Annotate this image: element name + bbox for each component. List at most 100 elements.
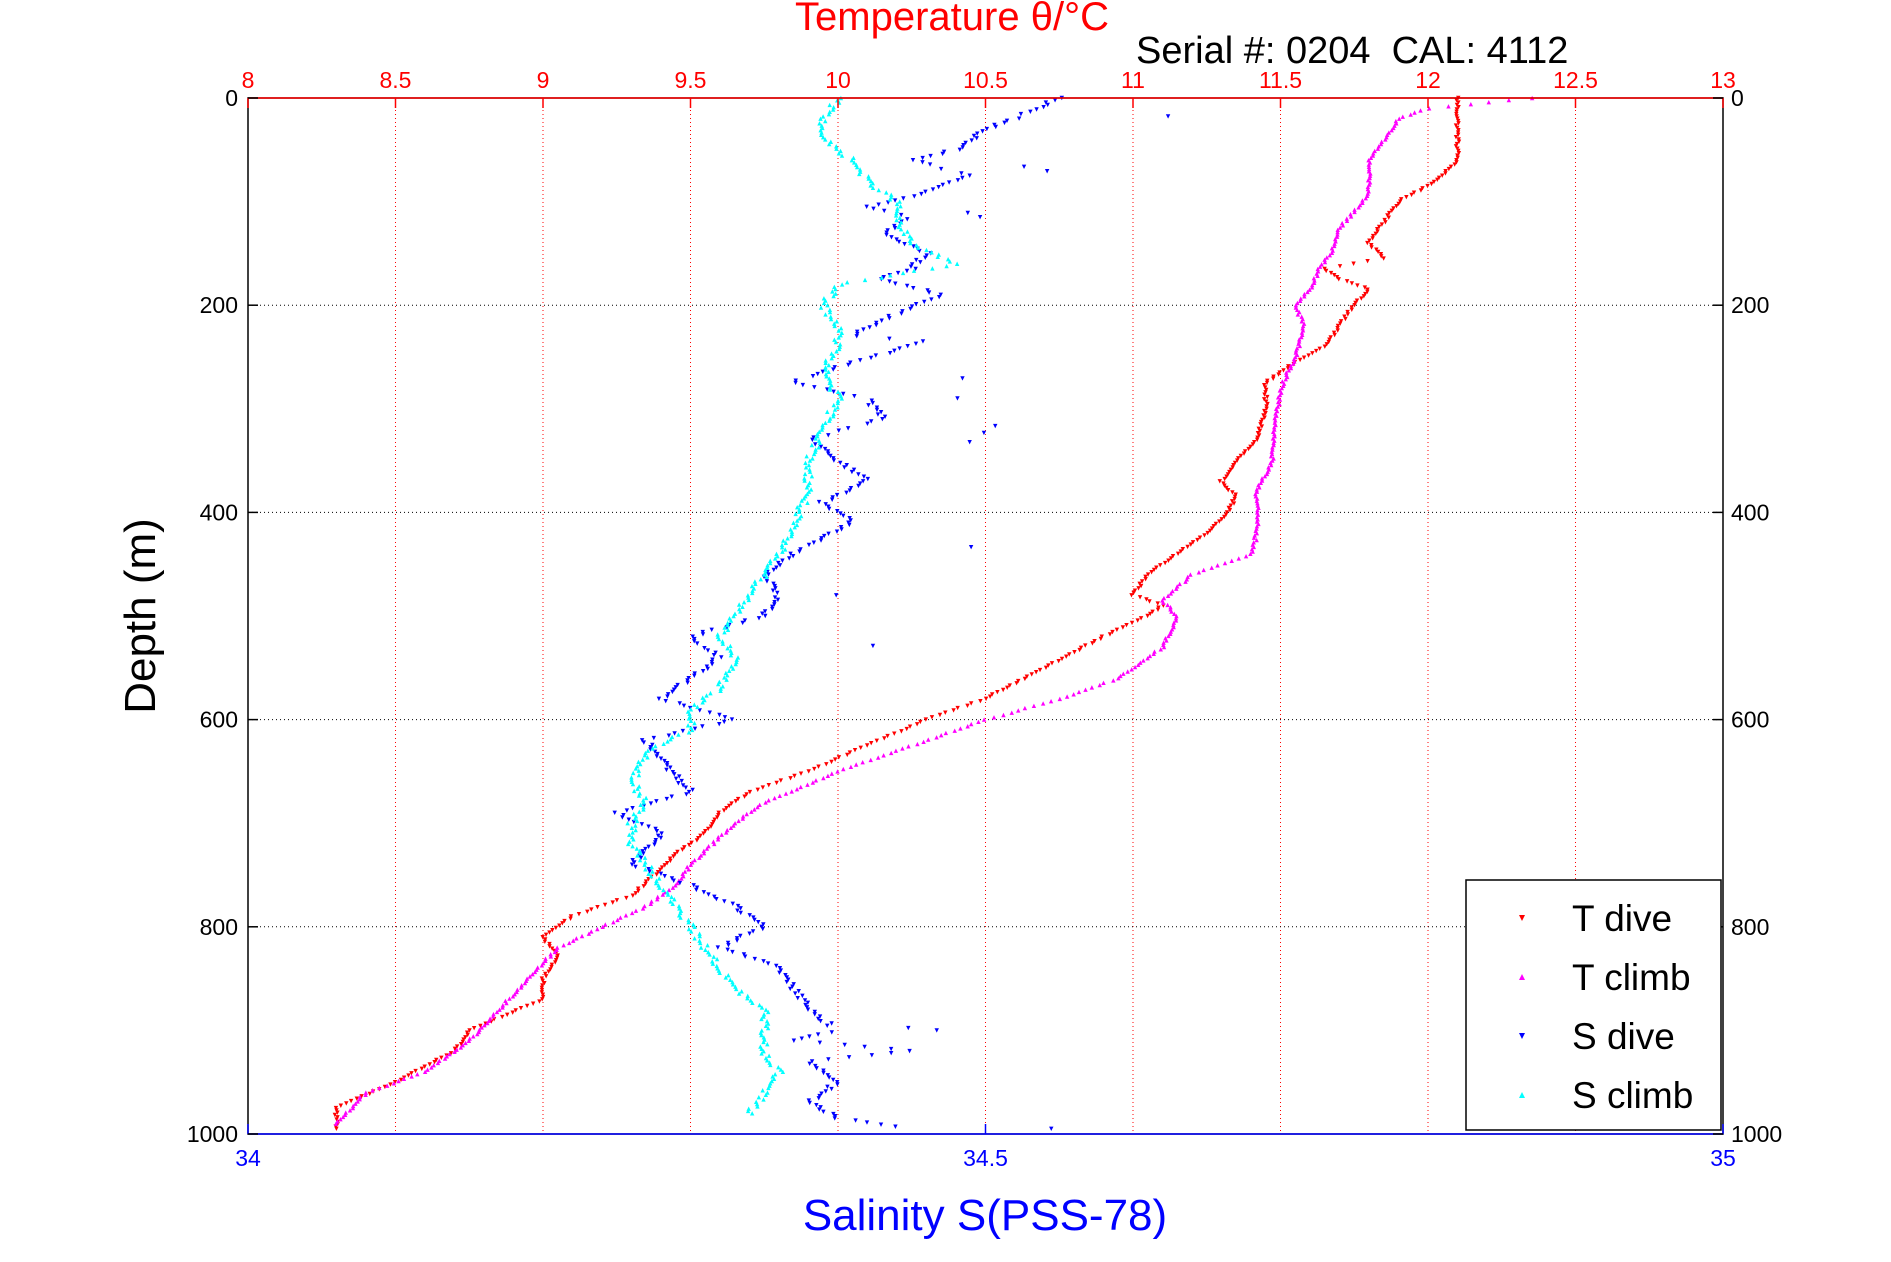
data-point bbox=[561, 943, 566, 948]
data-point bbox=[1236, 556, 1241, 561]
data-point bbox=[955, 396, 960, 401]
data-point bbox=[884, 232, 889, 238]
data-point bbox=[663, 698, 668, 704]
data-point bbox=[759, 1005, 765, 1010]
data-point bbox=[1394, 204, 1399, 209]
data-point bbox=[1211, 524, 1216, 529]
data-point bbox=[777, 793, 782, 799]
data-point bbox=[927, 162, 933, 167]
data-point bbox=[782, 547, 788, 552]
data-point bbox=[1196, 570, 1202, 575]
data-point bbox=[631, 819, 637, 825]
data-point bbox=[887, 336, 892, 342]
data-point bbox=[831, 402, 836, 408]
data-point bbox=[1454, 157, 1459, 163]
data-point bbox=[636, 793, 642, 798]
data-point bbox=[1454, 114, 1459, 119]
data-point bbox=[1298, 298, 1303, 303]
data-point bbox=[1400, 114, 1405, 119]
data-point bbox=[835, 769, 840, 774]
data-point bbox=[771, 1076, 777, 1081]
data-point bbox=[761, 1014, 766, 1019]
data-point bbox=[814, 1102, 819, 1108]
data-point bbox=[870, 400, 875, 406]
data-point bbox=[808, 487, 814, 492]
data-point bbox=[886, 313, 891, 319]
data-point bbox=[664, 767, 669, 773]
data-point bbox=[555, 953, 560, 958]
data-point bbox=[809, 442, 815, 448]
data-point bbox=[882, 736, 887, 741]
data-point bbox=[552, 949, 558, 955]
data-point bbox=[1005, 685, 1010, 690]
data-point bbox=[1225, 472, 1231, 477]
data-point bbox=[756, 919, 761, 925]
data-point bbox=[827, 387, 833, 392]
data-point bbox=[1251, 544, 1257, 550]
data-point bbox=[684, 792, 689, 797]
data-point bbox=[1272, 433, 1277, 439]
depth-tick-label-left: 400 bbox=[200, 499, 238, 525]
data-point bbox=[530, 1001, 536, 1006]
data-point bbox=[1037, 667, 1043, 673]
data-point bbox=[1334, 234, 1340, 239]
data-point bbox=[920, 339, 926, 344]
data-point bbox=[1273, 418, 1278, 423]
data-point bbox=[1129, 620, 1135, 626]
data-point bbox=[1188, 542, 1194, 547]
depth-tick-label-right: 200 bbox=[1731, 292, 1769, 318]
data-point bbox=[829, 1021, 834, 1026]
data-point bbox=[679, 778, 684, 784]
data-point bbox=[707, 952, 712, 957]
data-point bbox=[834, 349, 839, 354]
data-point bbox=[500, 1014, 505, 1020]
data-point bbox=[896, 239, 902, 245]
data-point bbox=[1397, 116, 1402, 121]
data-point bbox=[817, 1040, 823, 1046]
data-point bbox=[726, 803, 732, 809]
data-point bbox=[730, 666, 736, 671]
temp-tick-label: 9 bbox=[537, 67, 550, 93]
data-point bbox=[789, 531, 795, 537]
data-point bbox=[1418, 108, 1423, 113]
data-point bbox=[629, 775, 634, 780]
data-point bbox=[624, 808, 630, 813]
data-point bbox=[889, 192, 894, 197]
data-point bbox=[676, 781, 681, 786]
legend-label-s-dive: S dive bbox=[1572, 1016, 1675, 1057]
data-point bbox=[902, 241, 907, 247]
data-point bbox=[396, 1078, 401, 1084]
data-point bbox=[1370, 153, 1376, 158]
data-point bbox=[847, 515, 852, 521]
data-point bbox=[1366, 162, 1372, 167]
data-point bbox=[334, 1108, 339, 1113]
data-point bbox=[1147, 599, 1152, 604]
data-point bbox=[1264, 404, 1269, 409]
data-point bbox=[550, 928, 555, 933]
data-point bbox=[630, 806, 635, 811]
data-point bbox=[766, 1085, 771, 1091]
data-point bbox=[817, 1014, 823, 1019]
data-point bbox=[1452, 162, 1457, 167]
data-point bbox=[856, 483, 861, 489]
data-point bbox=[924, 247, 929, 253]
data-point bbox=[715, 945, 721, 950]
data-point bbox=[813, 447, 818, 452]
data-point bbox=[657, 876, 662, 881]
data-point bbox=[673, 685, 678, 690]
data-point bbox=[1375, 229, 1380, 234]
data-point bbox=[1262, 383, 1267, 388]
data-point bbox=[1378, 251, 1384, 257]
data-point bbox=[934, 1028, 939, 1033]
data-point bbox=[1263, 390, 1268, 395]
data-point bbox=[479, 1025, 484, 1030]
data-point bbox=[1250, 442, 1256, 447]
data-point bbox=[1312, 280, 1317, 285]
data-point bbox=[1440, 173, 1445, 178]
data-point bbox=[680, 783, 686, 788]
temp-tick-label: 12.5 bbox=[1553, 67, 1598, 93]
data-point bbox=[803, 1002, 808, 1008]
data-point bbox=[837, 346, 842, 352]
data-point bbox=[1016, 116, 1022, 121]
data-point bbox=[600, 924, 605, 929]
